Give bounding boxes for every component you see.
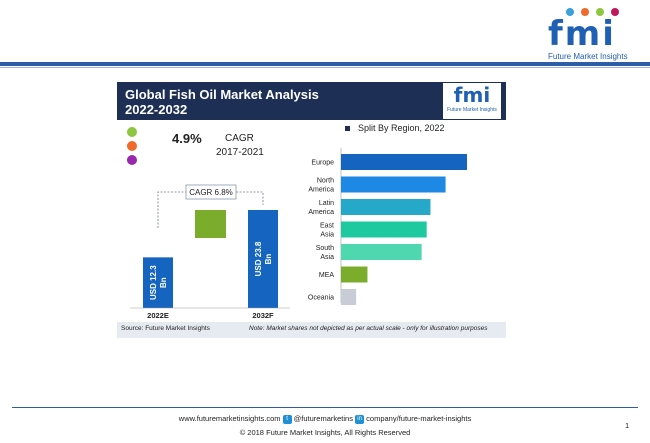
- panel-title-line1: Global Fish Oil Market Analysis: [125, 87, 319, 102]
- linkedin-handle[interactable]: company/future-market-insights: [366, 414, 472, 423]
- contact-line: www.futuremarketinsights.com t @futurema…: [0, 414, 650, 424]
- header-rule-thin: [0, 67, 650, 68]
- legend-marker: [345, 126, 350, 131]
- bullet-dot-green: [127, 127, 137, 137]
- infographic-panel: Global Fish Oil Market Analysis 2022-203…: [117, 82, 506, 338]
- copyright: © 2018 Future Market Insights, All Right…: [239, 428, 411, 437]
- logo-dot: [611, 8, 619, 16]
- bullet-dot-purple: [127, 155, 137, 165]
- region-chart-title: Split By Region, 2022: [358, 123, 445, 133]
- panel-logo: fmi Future Market Insights: [443, 83, 501, 119]
- header-rule: [0, 62, 650, 66]
- bullet-dot-orange: [127, 141, 137, 151]
- source-text: Source: Future Market Insights: [121, 325, 210, 332]
- logo-dot: [566, 8, 574, 16]
- panel-logo-letters: fmi: [453, 83, 491, 107]
- page-number: 1: [625, 421, 630, 430]
- logo-dot: [596, 8, 604, 16]
- panel-title: Global Fish Oil Market Analysis 2022-203…: [125, 87, 319, 117]
- panel-title-line2: 2022-2032: [125, 102, 188, 117]
- website-link[interactable]: www.futuremarketinsights.com: [178, 414, 281, 423]
- linkedin-icon[interactable]: in: [355, 414, 365, 424]
- panel-footer: Source: Future Market Insights Note: Mar…: [117, 322, 506, 338]
- fmi-logo: fmi Future Market Insights: [548, 8, 640, 61]
- footer-rule: [12, 407, 638, 408]
- logo-subtitle: Future Market Insights: [548, 52, 628, 61]
- panel-logo-subtitle: Future Market Insights: [447, 107, 497, 113]
- cagr-label: CAGR: [225, 133, 254, 144]
- cagr-value: 4.9%: [172, 131, 202, 146]
- twitter-handle[interactable]: @futuremarketins: [293, 414, 353, 423]
- twitter-icon[interactable]: t: [282, 414, 292, 424]
- logo-dots: [566, 8, 619, 16]
- cagr-years: 2017-2021: [216, 147, 264, 158]
- panel-header: Global Fish Oil Market Analysis 2022-203…: [117, 82, 506, 120]
- logo-dot: [581, 8, 589, 16]
- logo-letters: fmi: [548, 14, 616, 54]
- note-text: Note: Market shares not depicted as per …: [249, 325, 488, 332]
